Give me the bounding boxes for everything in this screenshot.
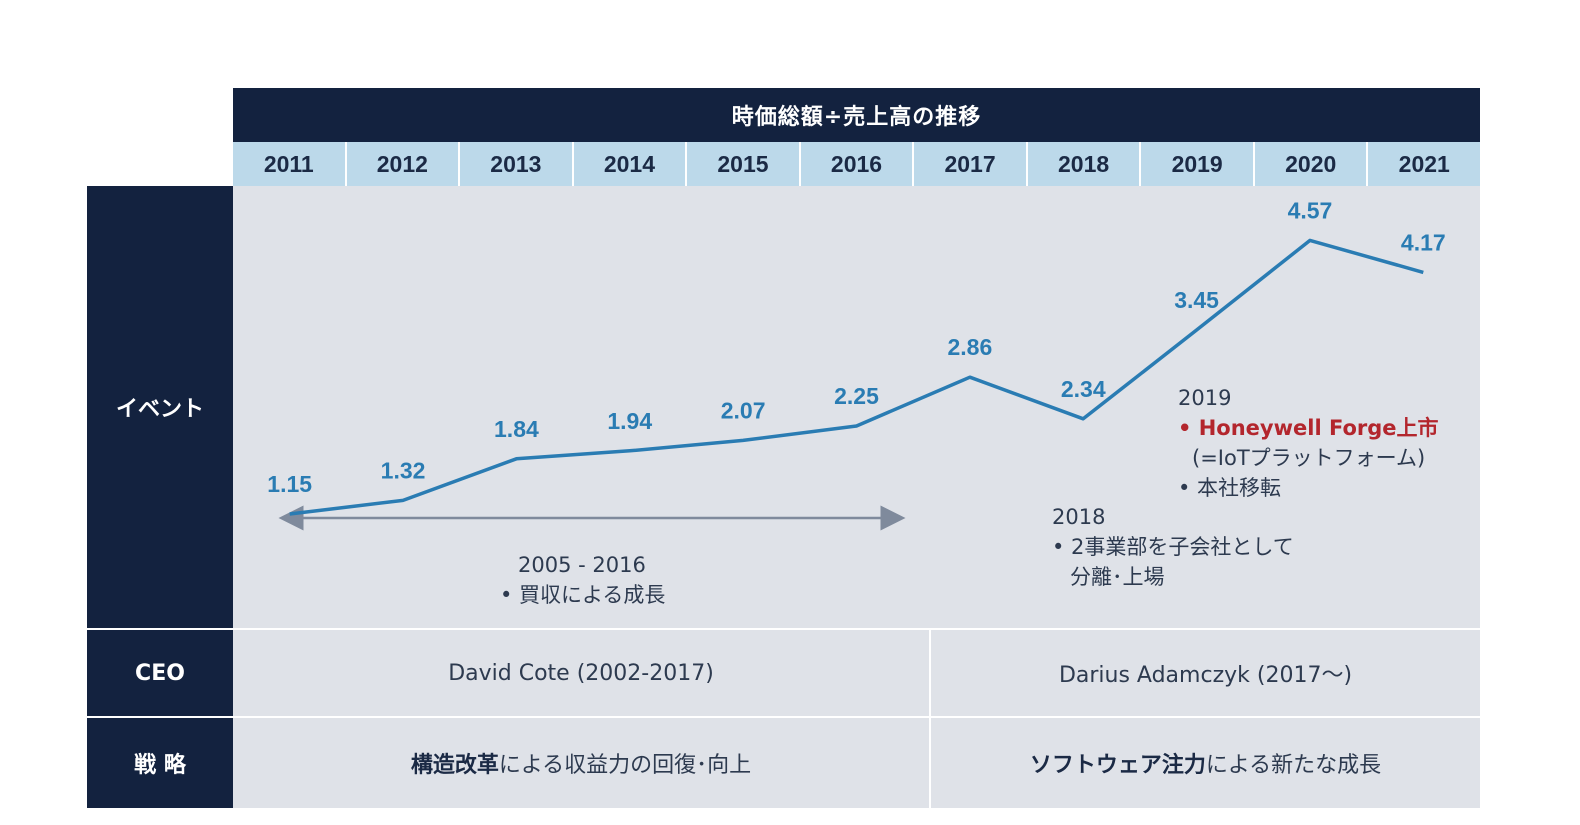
- strategy-right: ソフトウェア注力 による新たな成長: [931, 716, 1480, 808]
- year-header-row: 2011 2012 2013 2014 2015 2016 2017 2018 …: [233, 142, 1481, 186]
- data-label: 3.45: [1174, 287, 1219, 313]
- year-cell: 2016: [800, 142, 915, 186]
- year-cell: 2014: [573, 142, 688, 186]
- strategy-left-bold: 構造改革: [410, 753, 499, 778]
- year-cell: 2017: [914, 142, 1028, 186]
- data-label: 4.57: [1288, 197, 1333, 223]
- data-label: 1.84: [494, 416, 539, 442]
- ceo-david-cote: David Cote (2002-2017): [233, 628, 931, 716]
- year-cell: 2019: [1141, 142, 1255, 186]
- row-header-ceo: CEO: [87, 628, 233, 716]
- data-label: 1.32: [381, 457, 426, 483]
- line-chart: 1.15 1.32 1.84 1.94 2.07 2.25 2.86 2.34 3.45 4.57…: [267, 197, 1446, 531]
- event-2019-year: 2019: [1178, 386, 1232, 410]
- row-header-event: イベント: [87, 186, 233, 628]
- acquisition-range: 2005 - 2016: [518, 553, 646, 577]
- year-cell: 2020: [1254, 142, 1369, 186]
- strategy-right-bold: ソフトウェア注力: [1029, 753, 1206, 778]
- data-label: 4.17: [1401, 229, 1446, 255]
- strategy-left-rest: による収益力の回復･向上: [498, 753, 752, 778]
- data-label: 1.15: [267, 471, 312, 497]
- event-2019-highlight: • Honeywell Forge上市: [1178, 416, 1439, 440]
- data-label: 2.25: [834, 383, 879, 409]
- year-cell: 2011: [233, 142, 347, 186]
- event-2018-line2: 分離･上場: [1070, 565, 1165, 589]
- strategy-left: 構造改革 による収益力の回復･向上: [233, 716, 931, 808]
- data-label: 2.86: [947, 334, 992, 360]
- event-2019-note: 2019 • Honeywell Forge上市 (=IoTプラットフォーム) …: [1178, 383, 1478, 503]
- year-cell: 2015: [687, 142, 801, 186]
- year-cell: 2012: [346, 142, 461, 186]
- ceo-darius-adamczyk: Darius Adamczyk (2017〜): [931, 628, 1480, 716]
- event-2018-line1: • 2事業部を子会社として: [1052, 535, 1294, 559]
- event-2018-note: 2018 • 2事業部を子会社として 分離･上場: [1052, 502, 1372, 592]
- data-label: 1.94: [607, 408, 652, 434]
- acquisition-note: 2005 - 2016 • 買収による成長: [500, 550, 680, 610]
- event-2019-line3: • 本社移転: [1178, 476, 1282, 500]
- event-2019-line2: (=IoTプラットフォーム): [1192, 446, 1426, 470]
- year-cell: 2013: [460, 142, 574, 186]
- series-line: [289, 238, 1424, 516]
- year-cell: 2018: [1027, 142, 1142, 186]
- data-label: 2.07: [721, 397, 766, 423]
- year-cell: 2021: [1368, 142, 1481, 186]
- acquisition-bullet: • 買収による成長: [500, 583, 666, 607]
- chart-panel: [233, 186, 1480, 628]
- row-header-strategy: 戦 略: [87, 716, 233, 808]
- event-2018-year: 2018: [1052, 505, 1106, 529]
- chart-title: 時価総額÷売上高の推移: [233, 88, 1480, 142]
- strategy-right-rest: による新たな成長: [1205, 753, 1382, 778]
- data-label: 2.34: [1061, 376, 1106, 402]
